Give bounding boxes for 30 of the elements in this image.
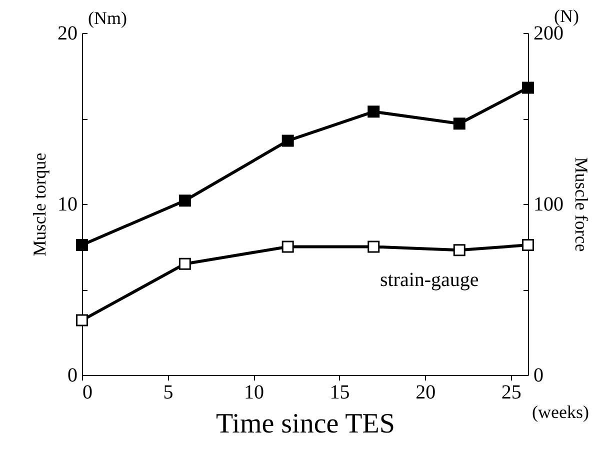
y2-tick-label: 100 bbox=[534, 194, 564, 216]
point bbox=[76, 239, 88, 252]
x-tick-label: 15 bbox=[330, 382, 350, 404]
point bbox=[282, 134, 294, 147]
text: (Nm) bbox=[88, 8, 127, 28]
point bbox=[522, 239, 534, 252]
x-tick-label: 25 bbox=[501, 382, 522, 404]
point bbox=[76, 314, 88, 326]
y-axis-title: Muscle torque bbox=[30, 152, 50, 256]
point bbox=[453, 118, 466, 130]
point bbox=[282, 240, 294, 253]
y2-axis-title: Muscle force bbox=[572, 157, 592, 252]
point bbox=[178, 258, 191, 270]
y-tick-label: 20 bbox=[58, 22, 78, 44]
x-tick-label: 20 bbox=[416, 382, 436, 404]
point bbox=[368, 106, 380, 118]
point bbox=[522, 82, 534, 94]
text: (weeks) bbox=[532, 402, 589, 422]
point bbox=[368, 240, 380, 253]
x-tick-label: 0 bbox=[82, 382, 92, 404]
x-tick-label: 5 bbox=[163, 382, 174, 404]
series-label: strain-gauge bbox=[380, 269, 479, 292]
point bbox=[178, 194, 191, 207]
y-tick-label: 0 bbox=[68, 364, 78, 386]
x-axis-title: Time since TES bbox=[216, 408, 395, 440]
text: (N) bbox=[554, 6, 579, 26]
point bbox=[453, 244, 466, 256]
y2-tick-label: 0 bbox=[534, 364, 544, 386]
x-tick-label: 10 bbox=[244, 382, 264, 404]
y-tick-label: 10 bbox=[58, 194, 78, 216]
